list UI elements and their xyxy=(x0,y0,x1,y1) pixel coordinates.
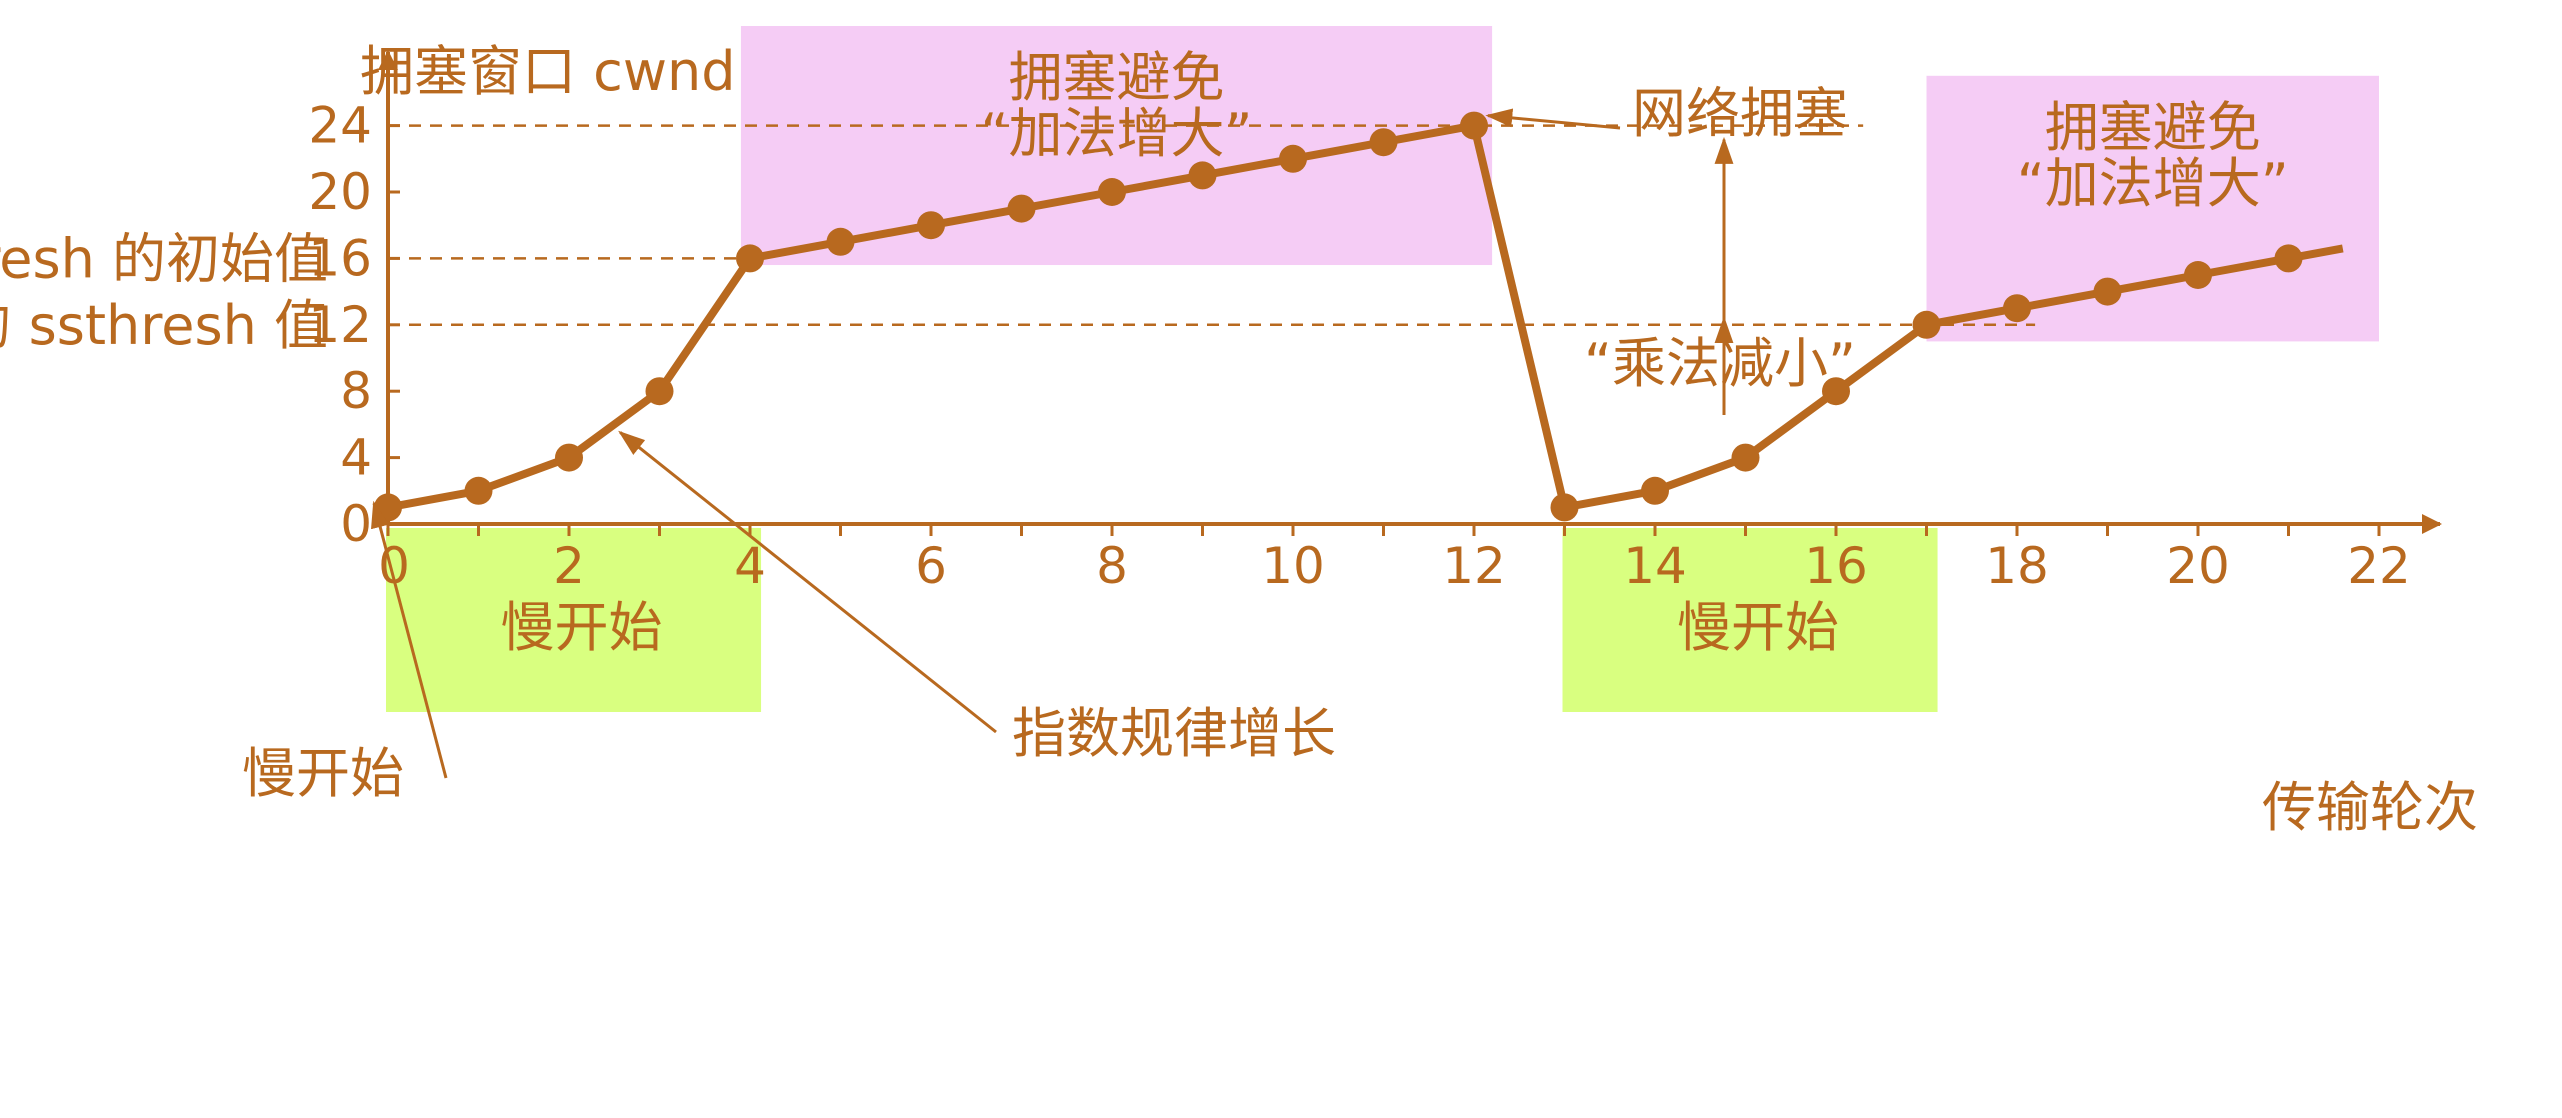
data-point-16 xyxy=(1822,377,1850,406)
annotation-exponential-growth-arrow xyxy=(618,430,997,734)
data-point-5 xyxy=(826,227,855,256)
x-tick-label-22: 22 xyxy=(2347,537,2411,595)
x-tick-label-18: 18 xyxy=(1985,537,2049,595)
cwnd-line-phase-2 xyxy=(1563,244,2344,512)
data-point-2 xyxy=(555,443,583,472)
y-tick-label-20: 20 xyxy=(308,163,372,221)
data-point-10 xyxy=(1279,144,1307,173)
region-label-0-1: “加法增大” xyxy=(981,102,1253,165)
y-axis-title: 拥塞窗口 cwnd xyxy=(360,40,736,103)
x-axis-title: 传输轮次 xyxy=(2262,776,2478,839)
annotation-slow-start-arrow xyxy=(371,500,448,779)
data-point-20 xyxy=(2184,261,2212,289)
region-label-1-1: “加法增大” xyxy=(2017,152,2289,215)
annotation-network-congestion: 网络拥塞 xyxy=(1632,82,1848,145)
data-point-17 xyxy=(1912,310,1941,339)
data-point-18 xyxy=(2003,294,2031,323)
x-tick-label-8: 8 xyxy=(1096,537,1128,595)
x-tick-label-4: 4 xyxy=(734,537,766,595)
annotation-exponential-growth: 指数规律增长 xyxy=(1012,702,1336,765)
data-point-12 xyxy=(1460,111,1488,140)
data-point-8 xyxy=(1098,178,1126,206)
x-tick-label-2: 2 xyxy=(553,537,585,595)
data-point-3 xyxy=(645,377,674,406)
slow-start-box-1 xyxy=(1562,528,1938,712)
annotation-network-congestion-arrow xyxy=(1485,108,1621,130)
x-tick-label-6: 6 xyxy=(915,537,947,595)
y-tick-label-12: 12 xyxy=(308,296,372,354)
cwnd-line-drop xyxy=(1470,124,1569,509)
data-point-14 xyxy=(1641,476,1669,505)
y-tick-label-16: 16 xyxy=(308,229,372,287)
data-point-11 xyxy=(1369,128,1398,157)
annotation-slow-start: 慢开始 xyxy=(242,742,404,805)
data-point-6 xyxy=(917,211,945,240)
y-tick-label-4: 4 xyxy=(340,429,372,487)
x-tick-label-10: 10 xyxy=(1261,537,1325,595)
congestion-avoidance-region-1 xyxy=(1926,75,2379,342)
region-label-0-0: 拥塞避免 xyxy=(1009,46,1225,109)
x-tick-label-12: 12 xyxy=(1442,537,1506,595)
data-point-13 xyxy=(1550,493,1579,522)
data-point-19 xyxy=(2093,277,2122,306)
slow-start-box-0 xyxy=(386,528,762,712)
slow-start-box-label-0: 慢开始 xyxy=(501,596,663,659)
y-tick-label-24: 24 xyxy=(308,97,372,155)
data-point-4 xyxy=(736,244,764,273)
data-point-21 xyxy=(2274,244,2303,273)
data-point-1 xyxy=(464,476,493,505)
y-tick-label-0: 0 xyxy=(340,495,372,553)
x-tick-label-16: 16 xyxy=(1804,537,1868,595)
data-point-7 xyxy=(1007,194,1036,223)
data-point-9 xyxy=(1188,161,1217,190)
slow-start-box-label-1: 慢开始 xyxy=(1677,596,1839,659)
ssthresh-label-1: 新的 ssthresh 值 xyxy=(0,294,328,357)
x-tick-label-0: 0 xyxy=(378,537,410,595)
x-tick-label-20: 20 xyxy=(2166,537,2230,595)
ssthresh-label-0: ssthresh 的初始值 xyxy=(0,227,328,290)
region-label-1-0: 拥塞避免 xyxy=(2045,96,2261,159)
annotation-multiplicative-decrease: “乘法减小” xyxy=(1584,332,1856,395)
y-tick-label-8: 8 xyxy=(340,362,372,420)
data-point-15 xyxy=(1731,443,1760,472)
x-tick-label-14: 14 xyxy=(1623,537,1687,595)
